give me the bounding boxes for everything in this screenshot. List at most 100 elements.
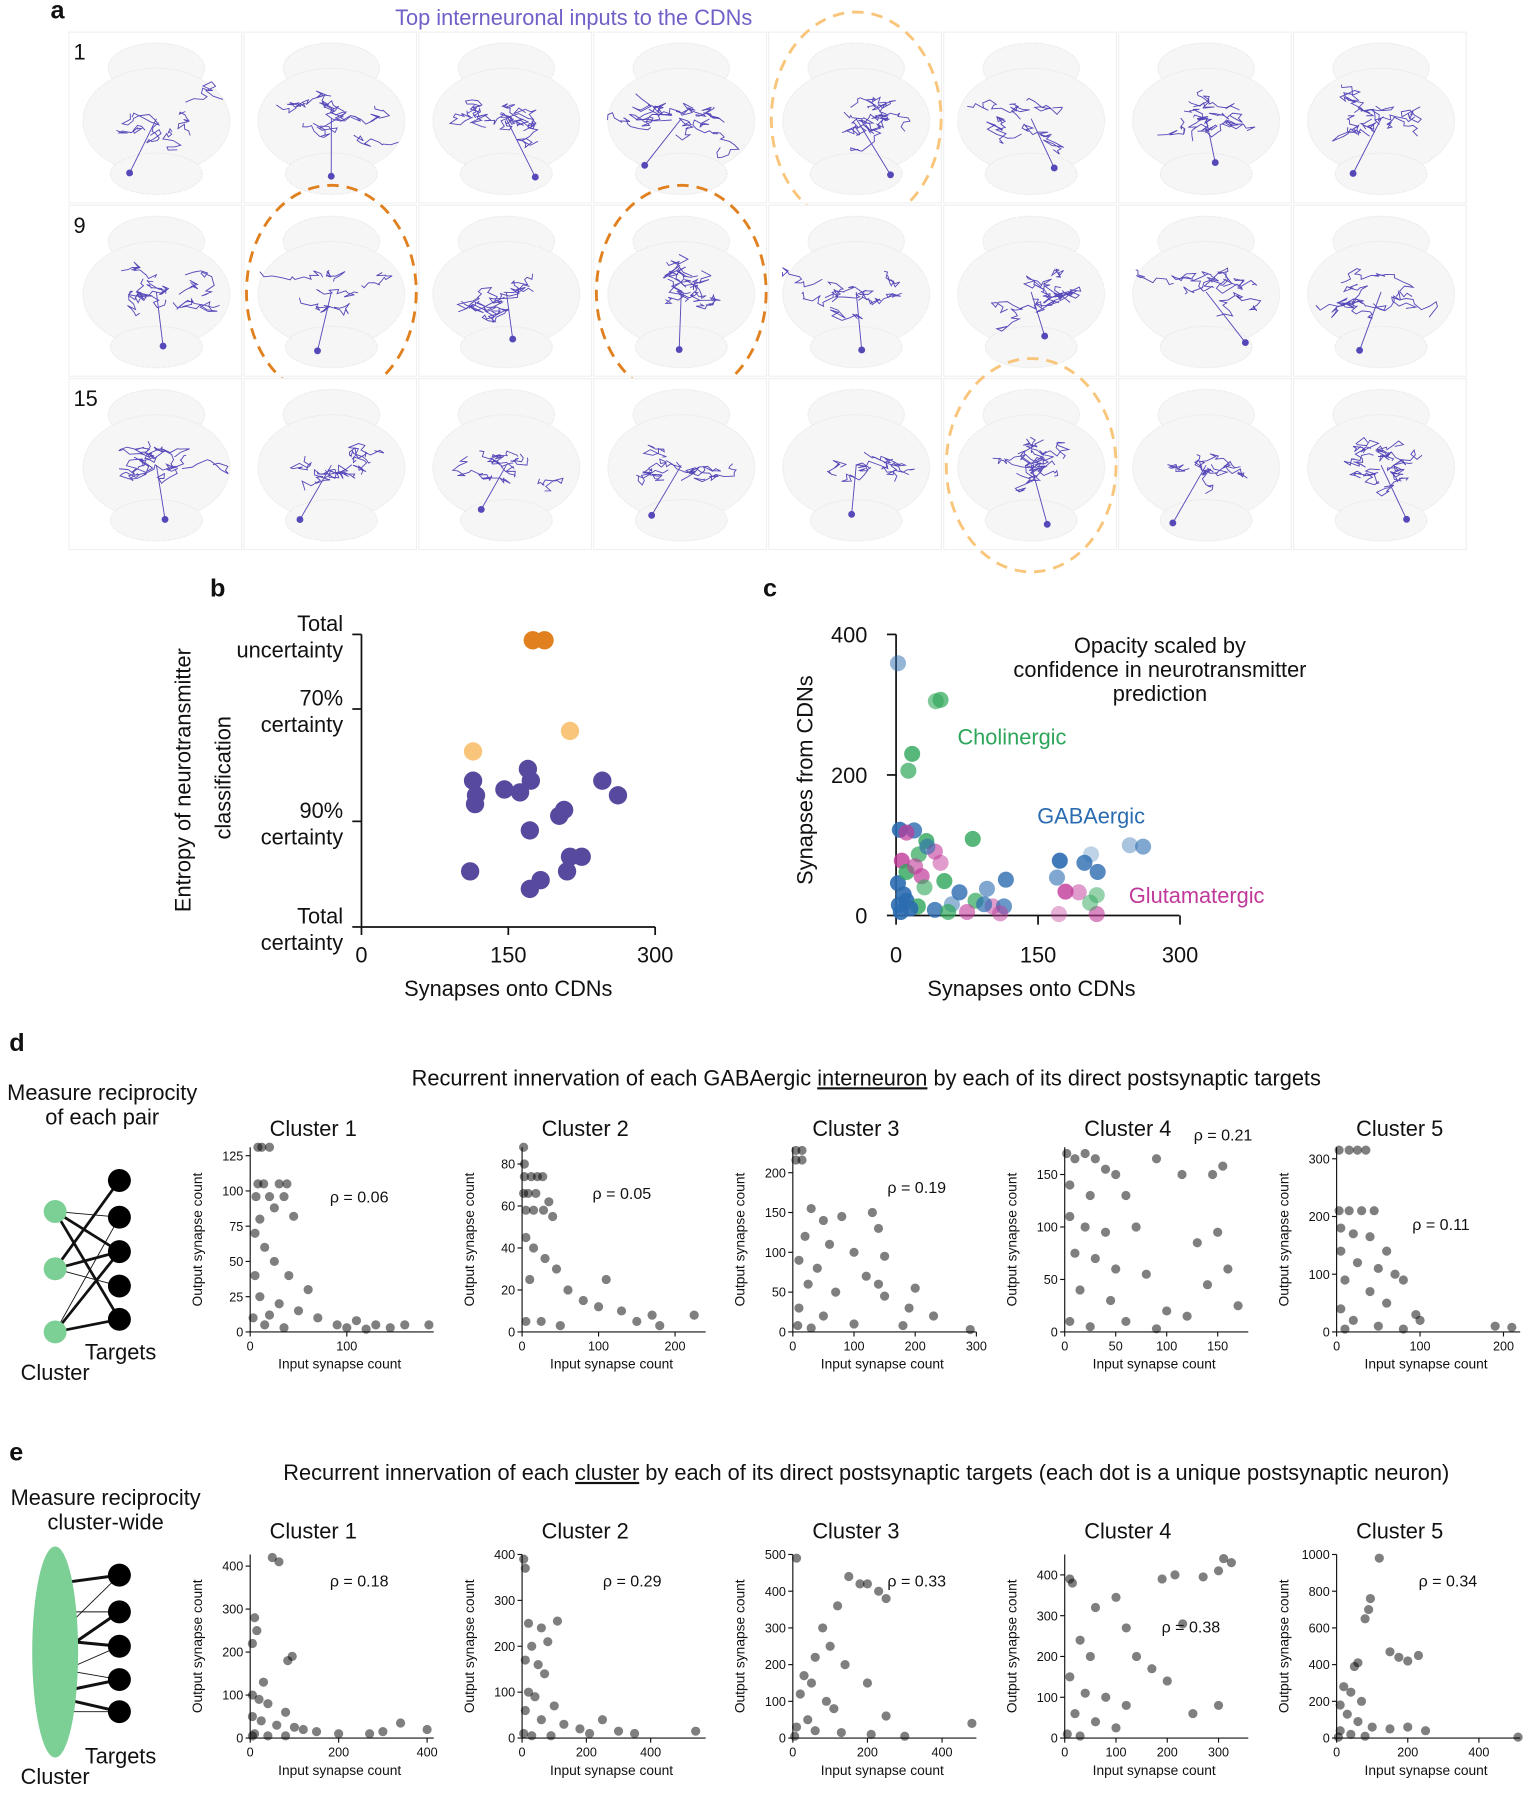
neuron-branch	[510, 453, 529, 466]
neuron-branch	[883, 270, 901, 288]
neuron-tile	[68, 378, 243, 551]
x-tick-label: 400	[932, 1745, 953, 1759]
neuron-branch	[1026, 97, 1063, 116]
data-point	[1121, 1190, 1131, 1201]
neuron-branch	[1025, 275, 1051, 299]
data-point	[521, 1232, 531, 1243]
y-tick-label: 90%	[300, 798, 344, 823]
brain-outline-icon	[459, 499, 553, 542]
neuron-soma	[1403, 515, 1411, 523]
data-point	[520, 1705, 530, 1716]
neuron-tile	[1118, 31, 1292, 204]
brain-outline-icon	[634, 499, 728, 542]
data-point	[613, 1726, 624, 1736]
data-point	[793, 1320, 803, 1331]
neuron-branch	[689, 284, 721, 302]
cluster-label: Cluster	[21, 1360, 90, 1385]
y-tick-label: 80	[501, 1158, 515, 1172]
neuron-branch	[874, 292, 902, 305]
data-point	[867, 1207, 877, 1218]
cluster-title: Cluster 5	[1356, 1116, 1443, 1141]
x-tick-label: 400	[1468, 1745, 1489, 1759]
y-tick-label: 300	[1309, 1152, 1330, 1166]
target-neuron-icon	[107, 1205, 131, 1229]
neuron-branch	[276, 101, 306, 114]
data-point	[1335, 1700, 1345, 1710]
data-point	[1218, 1161, 1228, 1171]
data-point	[256, 1716, 266, 1726]
data-point	[866, 1729, 876, 1739]
data-point	[519, 1142, 529, 1152]
neuron-branch	[361, 272, 393, 289]
data-point	[967, 1718, 977, 1728]
data-point	[803, 1715, 813, 1725]
data-point	[250, 1228, 260, 1238]
x-tick-label: 0	[789, 1339, 796, 1353]
data-point	[1382, 1246, 1392, 1256]
data-point	[247, 1690, 257, 1700]
y-tick-label: 75	[229, 1220, 243, 1234]
data-point	[247, 1638, 257, 1649]
neuron-branch	[184, 270, 215, 297]
data-point	[1192, 1238, 1202, 1248]
title-text: by each of its direct postsynaptic targe…	[639, 1460, 1449, 1485]
neuron-branch	[1190, 273, 1227, 292]
neuron-axon	[317, 291, 332, 351]
y-tick-label: 0	[1051, 1326, 1058, 1340]
cluster-title: Cluster 1	[270, 1116, 357, 1141]
data-point	[525, 1274, 535, 1285]
data-point	[1121, 1623, 1131, 1633]
neuron-branch	[1352, 445, 1367, 468]
x-axis-label: Input synapse count	[278, 1357, 401, 1372]
neuron-branch	[1192, 123, 1218, 134]
connection-arrow	[54, 1250, 121, 1333]
neuron-branch	[1387, 449, 1423, 472]
neuron-branch	[1157, 117, 1186, 136]
data-point	[1075, 1285, 1085, 1295]
neuron-tile	[68, 204, 243, 377]
y-tick-label: 0	[779, 1732, 786, 1746]
data-point	[1223, 1264, 1233, 1274]
data-point	[293, 1306, 304, 1316]
y-tick-label: 60	[501, 1200, 515, 1214]
data-point	[585, 1728, 595, 1739]
neuron-branch	[325, 269, 346, 282]
data-point	[1334, 1145, 1344, 1155]
neuron-axon	[1172, 464, 1207, 524]
neuron-branch	[498, 112, 514, 131]
data-point	[1207, 1169, 1218, 1180]
data-point	[597, 1715, 608, 1725]
data-point	[283, 1656, 293, 1666]
data-point	[821, 1696, 831, 1706]
neuron-tile	[943, 204, 1117, 377]
data-point	[1050, 906, 1067, 923]
data-point	[794, 1255, 804, 1265]
data-point	[424, 1320, 434, 1330]
data-point	[1374, 1553, 1384, 1563]
data-point	[797, 1155, 807, 1165]
neuron-branch	[712, 132, 740, 159]
y-tick-label: 100	[1309, 1268, 1330, 1282]
data-point	[1365, 1286, 1375, 1297]
neuron-branch	[1171, 272, 1197, 282]
cluster-icon	[32, 1546, 79, 1758]
data-point	[1339, 1682, 1349, 1692]
neuron-branch	[464, 99, 483, 119]
target-neuron-icon	[107, 1700, 131, 1724]
neuron-branch	[1200, 118, 1243, 138]
cluster-title: Cluster 4	[1084, 1518, 1171, 1543]
y-tick-label: 500	[765, 1548, 786, 1562]
data-point	[910, 1283, 920, 1293]
neuron-branch	[1375, 445, 1395, 463]
data-point	[1080, 1222, 1090, 1232]
data-point	[1346, 1687, 1356, 1697]
brain-outline-icon	[1334, 499, 1428, 542]
data-point	[1065, 1180, 1075, 1190]
data-point	[855, 1579, 865, 1589]
neuron-tile	[1293, 31, 1467, 204]
y-tick-label: 100	[222, 1689, 243, 1703]
target-neuron-icon	[107, 1169, 131, 1192]
data-point	[1121, 1316, 1131, 1327]
brain-outline-icon	[1334, 152, 1428, 196]
data-point	[250, 1270, 260, 1281]
